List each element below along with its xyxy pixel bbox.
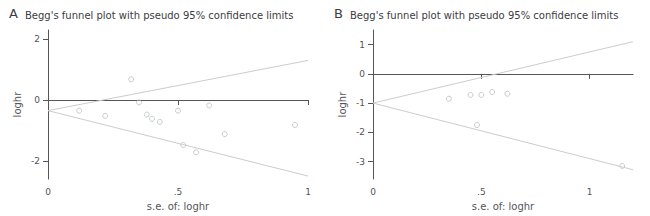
svg-text:2: 2	[34, 34, 40, 44]
svg-text:0: 0	[34, 95, 40, 105]
svg-text:A: A	[9, 6, 18, 21]
svg-text:loghr: loghr	[12, 91, 23, 118]
svg-text:0: 0	[370, 187, 376, 197]
svg-text:s.e. of: loghr: s.e. of: loghr	[472, 201, 535, 212]
svg-text:Begg's funnel plot with pseudo: Begg's funnel plot with pseudo 95% confi…	[25, 10, 293, 21]
svg-text:1: 1	[305, 187, 311, 197]
svg-text:0: 0	[359, 69, 365, 79]
svg-text:-2: -2	[356, 127, 365, 137]
svg-text:-3: -3	[356, 157, 365, 167]
svg-text:loghr: loghr	[337, 91, 348, 118]
svg-text:.5: .5	[477, 187, 486, 197]
svg-text:-2: -2	[31, 156, 40, 166]
svg-text:Begg's funnel plot with pseudo: Begg's funnel plot with pseudo 95% confi…	[350, 10, 618, 21]
svg-text:.5: .5	[174, 187, 183, 197]
svg-text:B: B	[334, 6, 343, 21]
svg-text:-1: -1	[356, 98, 365, 108]
svg-text:s.e. of: loghr: s.e. of: loghr	[147, 201, 210, 212]
svg-text:1: 1	[587, 187, 593, 197]
svg-text:1: 1	[359, 40, 365, 50]
svg-text:0: 0	[45, 187, 51, 197]
